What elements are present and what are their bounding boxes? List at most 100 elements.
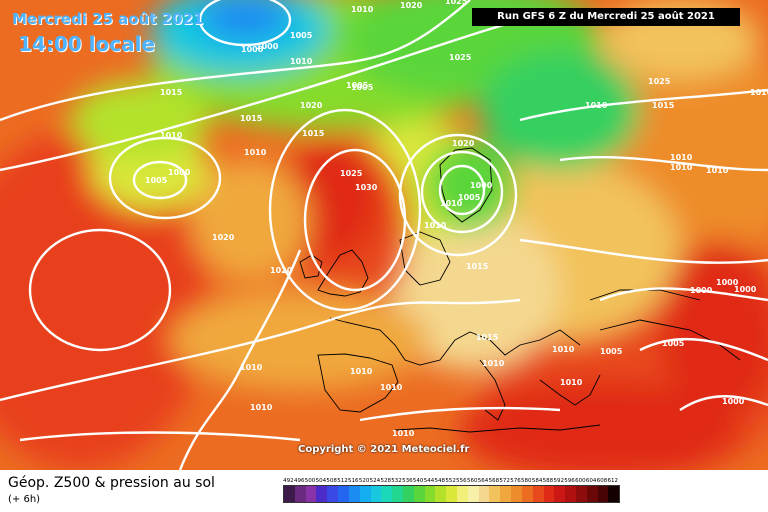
legend-swatch-536 <box>402 486 414 502</box>
isobar-label: 1005 <box>662 339 685 348</box>
isobar-label: 1005 <box>346 81 369 90</box>
forecast-time: 14:00 locale <box>18 32 155 56</box>
z500-color-field <box>0 0 768 470</box>
legend-tick-560: 560 <box>466 478 478 484</box>
legend-swatch-524 <box>370 486 382 502</box>
legend-swatch-544 <box>424 486 436 502</box>
isobar-label: 1020 <box>212 233 235 242</box>
legend-tick-508: 508 <box>326 478 337 484</box>
isobar-label: 1025 <box>340 169 363 178</box>
forecast-offset: (+ 6h) <box>8 494 41 505</box>
isobar-label: 1010 <box>424 221 447 230</box>
color-scale-legend: 492 496 500 504 508 512 516 520 524 528 532 536 540 5… <box>283 478 621 503</box>
legend-swatch-572 <box>500 486 512 502</box>
legend-tick-548: 548 <box>434 478 446 484</box>
isobar-label: 1020 <box>270 266 293 275</box>
run-banner: Run GFS 6 Z du Mercredi 25 août 2021 <box>472 8 740 26</box>
legend-tick-520: 520 <box>358 478 370 484</box>
isobar-label: 1015 <box>652 101 675 110</box>
legend-swatch-608 <box>597 486 609 502</box>
legend-tick-588: 588 <box>542 478 554 484</box>
isobar-label: 1010 <box>250 403 273 412</box>
legend-tick-584: 584 <box>531 478 543 484</box>
legend-tick-516: 516 <box>348 478 359 484</box>
legend-swatch-564 <box>478 486 490 502</box>
legend-swatch-496 <box>294 486 306 502</box>
isobar-label: 1000 <box>241 45 264 54</box>
legend-swatch-500 <box>305 486 317 502</box>
isobar-label: 1010 <box>392 429 415 438</box>
isobar-label: 1015 <box>466 262 489 271</box>
legend-tick-532: 532 <box>391 478 402 484</box>
product-title: Géop. Z500 & pression au sol <box>8 475 215 491</box>
legend-swatches <box>283 485 621 503</box>
legend-tick-536: 536 <box>402 478 413 484</box>
legend-swatch-548 <box>435 486 447 502</box>
legend-tick-544: 544 <box>423 478 435 484</box>
legend-bar: Géop. Z500 & pression au sol (+ 6h) 492 4… <box>0 470 768 512</box>
isobar-label: 1015 <box>240 114 263 123</box>
isobar-label: 1000 <box>734 285 757 294</box>
legend-tick-608: 608 <box>596 478 608 484</box>
isobar-label: 1000 <box>722 397 745 406</box>
legend-swatch-512 <box>338 486 349 502</box>
isobar-label: 1005 <box>458 193 481 202</box>
isobar-label: 1010 <box>750 88 768 97</box>
isobar-label: 1000 <box>690 286 713 295</box>
legend-swatch-492 <box>284 486 295 502</box>
legend-tick-564: 564 <box>477 478 489 484</box>
isobar-label: 1010 <box>552 345 575 354</box>
isobar-label: 1015 <box>476 333 499 342</box>
legend-tick-612: 612 <box>607 478 619 484</box>
legend-tick-600: 600 <box>575 478 586 484</box>
legend-swatch-516 <box>348 486 360 502</box>
isobar-label: 1020 <box>400 1 423 10</box>
isobar-label: 1010 <box>670 163 693 172</box>
legend-tick-556: 556 <box>456 478 467 484</box>
isobar-label: 1000 <box>470 181 493 190</box>
legend-swatch-508 <box>327 486 339 502</box>
isobar-label: 1025 <box>648 77 671 86</box>
isobar-label: 1020 <box>300 101 323 110</box>
legend-tick-528: 528 <box>380 478 391 484</box>
legend-tick-496: 496 <box>293 478 305 484</box>
isobar-label: 1010 <box>244 148 267 157</box>
legend-swatch-612 <box>608 486 620 502</box>
legend-tick-572: 572 <box>499 478 510 484</box>
legend-swatch-504 <box>316 486 328 502</box>
legend-swatch-556 <box>457 486 468 502</box>
isobar-label: 1025 <box>445 0 468 6</box>
isobar-label: 1000 <box>716 278 739 287</box>
legend-tick-512: 512 <box>337 478 348 484</box>
isobar-label: 1000 <box>256 42 279 51</box>
legend-swatch-592 <box>554 486 566 502</box>
legend-swatch-532 <box>392 486 403 502</box>
forecast-date: Mercredi 25 août 2021 <box>12 10 204 28</box>
legend-swatch-528 <box>381 486 393 502</box>
isobar-label: 1010 <box>585 101 608 110</box>
isobar-label: 1030 <box>355 183 378 192</box>
legend-tick-524: 524 <box>369 478 381 484</box>
legend-swatch-552 <box>446 486 457 502</box>
legend-swatch-588 <box>543 486 555 502</box>
isobar-label: 1005 <box>600 347 623 356</box>
legend-tick-labels: 492 496 500 504 508 512 516 520 524 528 532 536 540 5… <box>283 478 620 484</box>
isobars <box>0 0 768 470</box>
copyright-notice: Copyright © 2021 Meteociel.fr <box>298 444 470 455</box>
legend-tick-604: 604 <box>585 478 597 484</box>
legend-swatch-520 <box>359 486 371 502</box>
isobar-label: 1005 <box>351 83 374 92</box>
isobar-label: 1010 <box>670 153 693 162</box>
isobar-label: 1010 <box>290 57 313 66</box>
isobar-label: 1005 <box>290 31 313 40</box>
legend-tick-592: 592 <box>553 478 564 484</box>
isobar-label: 1005 <box>145 176 168 185</box>
legend-swatch-576 <box>511 486 522 502</box>
legend-swatch-596 <box>565 486 576 502</box>
legend-swatch-580 <box>521 486 533 502</box>
legend-tick-540: 540 <box>412 478 424 484</box>
legend-swatch-600 <box>575 486 587 502</box>
isobar-label: 1010 <box>706 166 729 175</box>
legend-tick-596: 596 <box>564 478 575 484</box>
